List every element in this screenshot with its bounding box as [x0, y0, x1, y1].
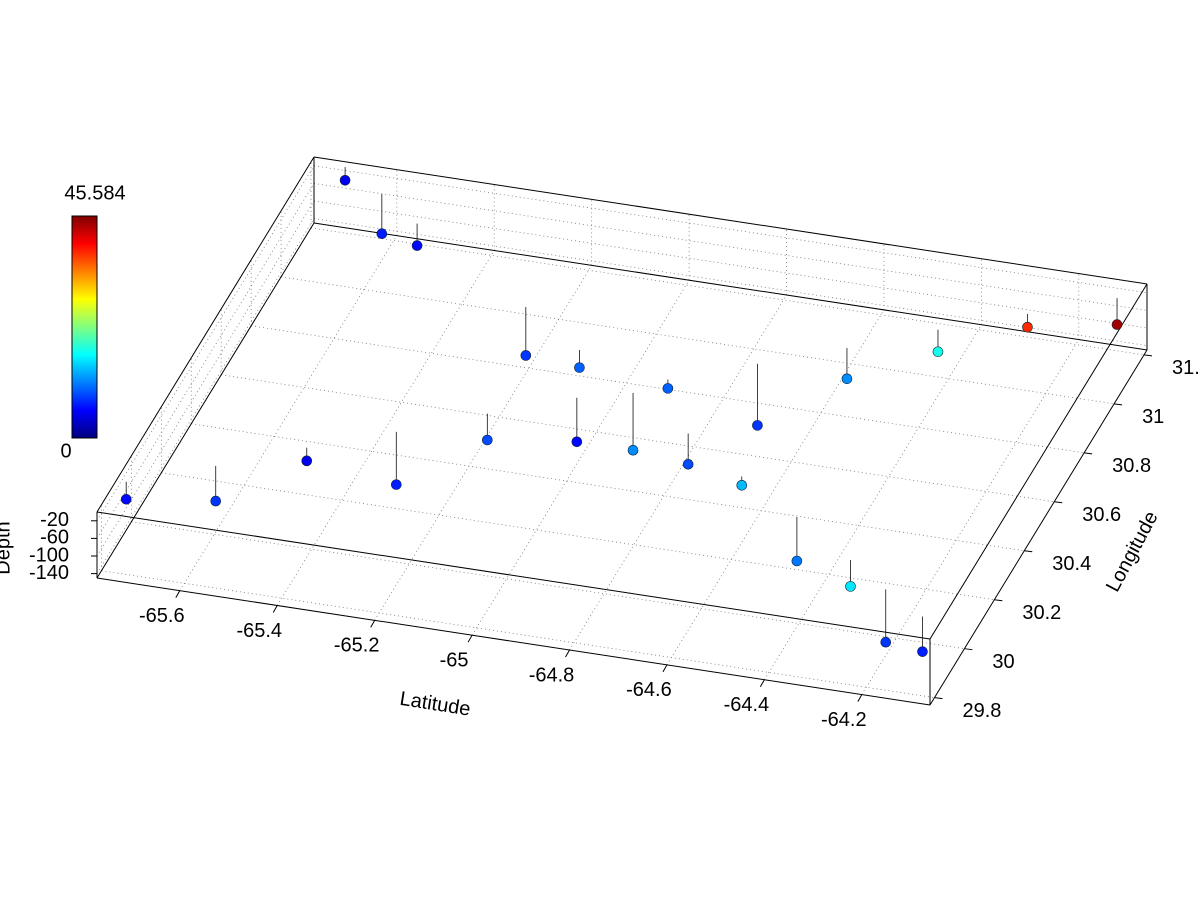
- y-tick-label: 30.4: [1052, 553, 1091, 575]
- grid-line: [569, 294, 787, 651]
- colorbar-tick-label: 45.584: [64, 182, 125, 204]
- z-tick-label: -20: [40, 509, 69, 531]
- point: [301, 455, 313, 467]
- grid-line: [313, 165, 1148, 294]
- point: [120, 493, 132, 505]
- point: [932, 346, 944, 358]
- point: [662, 383, 674, 394]
- x-tick-label: -65.6: [139, 605, 185, 627]
- y-tick-label: 30: [992, 651, 1014, 673]
- x-tick: [565, 649, 570, 658]
- y-tick: [1114, 403, 1123, 406]
- point: [841, 373, 853, 385]
- point: [736, 479, 748, 491]
- grid-line: [179, 235, 398, 591]
- grid-line: [131, 521, 965, 650]
- box-edge: [929, 283, 1148, 640]
- z-tick-label: -100: [29, 544, 69, 566]
- y-tick: [1084, 452, 1093, 455]
- point: [1022, 321, 1033, 333]
- grid-line: [191, 423, 1025, 552]
- colorbar-tick-label: 0: [60, 440, 71, 462]
- z-tick-label: -140: [29, 562, 69, 584]
- x-tick: [175, 590, 181, 598]
- x-axis-label: Latitude: [398, 688, 472, 721]
- point: [682, 459, 694, 470]
- x-tick-label: -64.4: [724, 694, 770, 716]
- point: [880, 636, 892, 648]
- point: [917, 646, 928, 657]
- grid-line: [101, 570, 935, 699]
- point: [339, 174, 351, 186]
- point: [627, 444, 639, 456]
- box-edge: [929, 349, 1148, 706]
- point: [482, 434, 493, 446]
- y-tick-label: 30.2: [1022, 602, 1061, 624]
- z-axis-label: Depth: [0, 521, 14, 574]
- grid-line: [764, 324, 982, 680]
- y-tick-label: 31: [1142, 406, 1164, 428]
- y-tick-label: 31.2: [1172, 357, 1200, 379]
- point: [210, 495, 222, 507]
- grid-line: [276, 250, 495, 606]
- y-tick-label: 30.8: [1112, 455, 1151, 477]
- point: [571, 436, 583, 448]
- grid-line: [251, 325, 1085, 454]
- grid-line: [471, 279, 690, 636]
- point: [574, 362, 585, 373]
- grid-line: [861, 339, 1080, 695]
- grid-line: [313, 183, 1148, 311]
- y-tick: [994, 599, 1003, 602]
- x-tick-label: -64.8: [529, 664, 575, 686]
- grid-line: [161, 472, 995, 601]
- grid-line: [310, 227, 1145, 356]
- x-tick-label: -65.4: [236, 620, 282, 642]
- x-tick: [857, 694, 863, 702]
- y-tick: [1024, 550, 1033, 553]
- box-edge: [96, 222, 315, 579]
- x-tick: [662, 664, 668, 673]
- point: [752, 420, 763, 431]
- point: [845, 581, 856, 592]
- grid-line: [96, 165, 315, 522]
- x-tick: [467, 634, 473, 643]
- x-tick: [272, 605, 278, 613]
- grid-line: [96, 218, 315, 574]
- box-edge: [96, 511, 931, 640]
- box-edge: [96, 156, 315, 513]
- grid-line: [96, 183, 315, 539]
- x-tick: [370, 620, 376, 628]
- point: [411, 240, 423, 251]
- x-tick: [759, 679, 765, 687]
- box-edge: [313, 156, 1148, 285]
- y-tick-label: 30.6: [1082, 504, 1121, 526]
- grid-line: [313, 200, 1148, 329]
- grid-line: [666, 309, 885, 666]
- x-tick-label: -64.2: [821, 709, 867, 731]
- x-tick-label: -65.2: [334, 635, 380, 657]
- z-tick-label: -60: [40, 527, 69, 549]
- point: [791, 555, 803, 567]
- box-edge: [96, 577, 931, 706]
- y-tick: [934, 697, 943, 700]
- point: [520, 350, 532, 361]
- grid-line: [281, 276, 1115, 405]
- grid-line: [313, 218, 1148, 346]
- x-tick-label: -65: [440, 649, 469, 671]
- y-tick: [1143, 354, 1153, 357]
- y-tick: [964, 648, 973, 651]
- x-tick-label: -64.6: [626, 679, 672, 701]
- grid-line: [96, 200, 315, 557]
- y-tick-label: 29.8: [962, 700, 1001, 722]
- point: [376, 228, 388, 240]
- box-edge: [313, 222, 1148, 351]
- point: [390, 479, 402, 490]
- colorbar: [71, 215, 98, 439]
- y-tick: [1054, 501, 1063, 504]
- grid-line: [221, 374, 1055, 503]
- point: [1111, 319, 1123, 330]
